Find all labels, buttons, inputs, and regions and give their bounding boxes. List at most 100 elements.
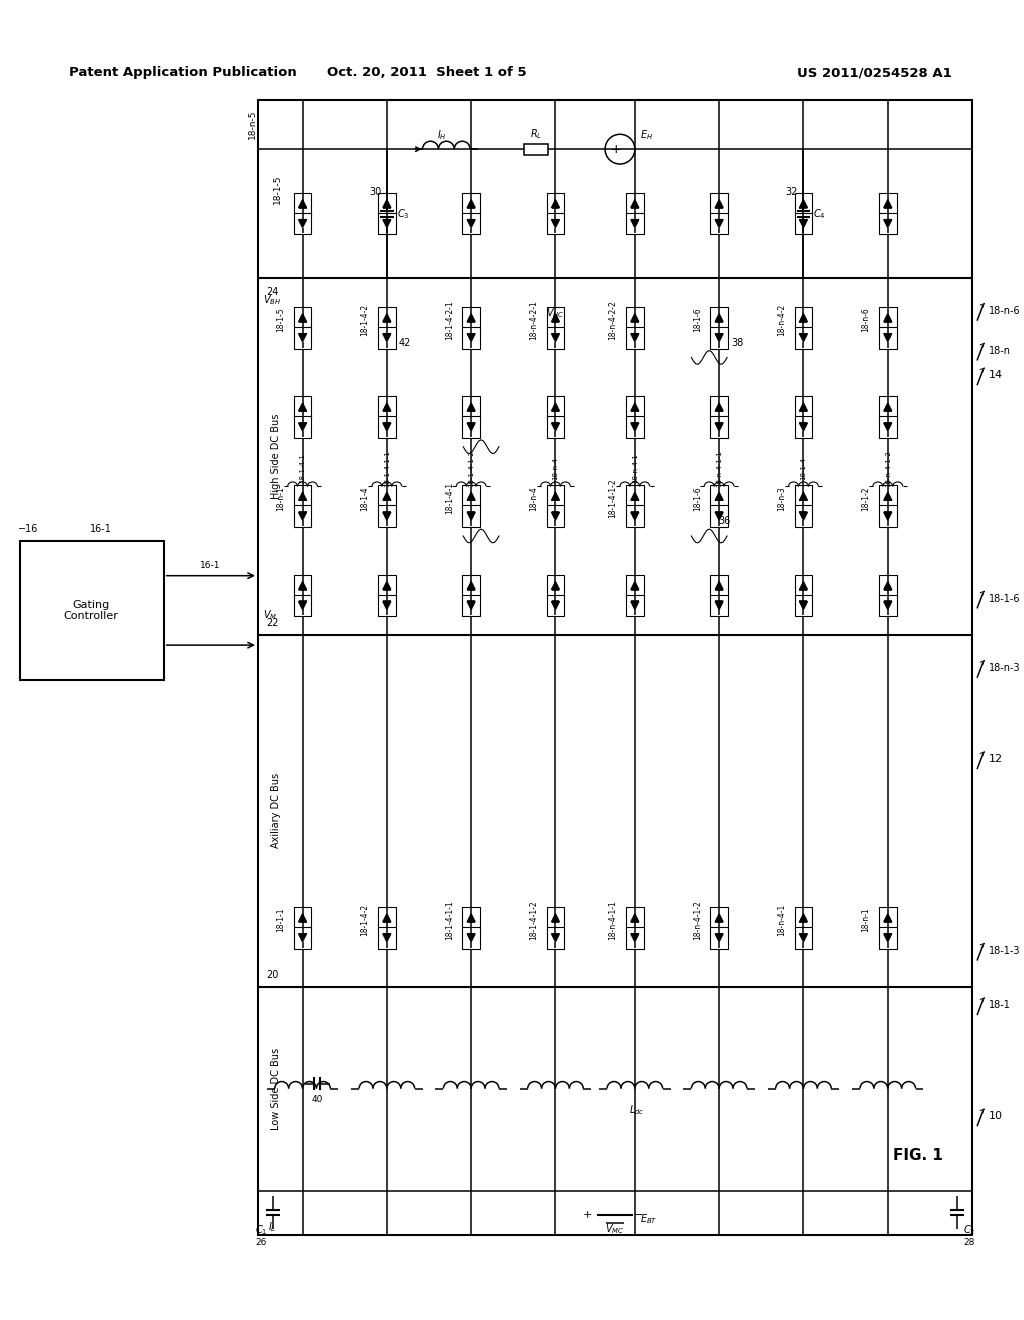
Polygon shape — [467, 913, 475, 921]
Bar — [626, 927, 644, 949]
Bar — [711, 927, 728, 949]
Text: 18-n-3: 18-n-3 — [989, 663, 1021, 673]
Bar — [626, 327, 644, 348]
Polygon shape — [299, 492, 306, 500]
Bar — [294, 927, 311, 949]
Polygon shape — [299, 403, 306, 411]
Polygon shape — [715, 582, 723, 590]
Bar — [294, 574, 311, 597]
Text: 18-1-1: 18-1-1 — [276, 908, 286, 932]
Polygon shape — [800, 582, 807, 590]
Polygon shape — [800, 602, 807, 610]
Text: 18-n-1: 18-n-1 — [861, 908, 870, 932]
Bar — [711, 327, 728, 348]
Bar — [19, 541, 164, 680]
Polygon shape — [715, 422, 723, 430]
Text: 18-1-4: 18-1-4 — [360, 486, 370, 511]
Polygon shape — [467, 492, 475, 500]
Bar — [378, 193, 395, 215]
Polygon shape — [884, 403, 892, 411]
Text: 18-n-4-2: 18-n-4-2 — [777, 304, 786, 335]
Polygon shape — [552, 199, 559, 207]
Bar — [462, 213, 480, 235]
Bar — [626, 416, 644, 438]
Polygon shape — [631, 422, 639, 430]
Bar — [294, 416, 311, 438]
Polygon shape — [467, 334, 475, 342]
Bar — [879, 193, 897, 215]
Bar — [547, 594, 564, 616]
Bar — [711, 396, 728, 418]
Bar — [795, 416, 812, 438]
Bar — [879, 594, 897, 616]
Polygon shape — [467, 933, 475, 941]
Bar — [462, 327, 480, 348]
Polygon shape — [552, 582, 559, 590]
Bar — [294, 907, 311, 929]
Bar — [626, 574, 644, 597]
Bar — [795, 506, 812, 527]
Bar — [547, 306, 564, 329]
Polygon shape — [715, 219, 723, 227]
Bar — [626, 506, 644, 527]
Bar — [879, 416, 897, 438]
Polygon shape — [800, 403, 807, 411]
Text: $C_3$: $C_3$ — [396, 207, 410, 220]
Polygon shape — [631, 199, 639, 207]
Text: 18-1-4-1-2: 18-1-4-1-2 — [529, 900, 539, 940]
Text: 26: 26 — [255, 1238, 266, 1247]
Bar — [294, 486, 311, 507]
Bar — [626, 396, 644, 418]
Polygon shape — [467, 582, 475, 590]
Polygon shape — [800, 492, 807, 500]
Polygon shape — [884, 219, 892, 227]
Polygon shape — [299, 314, 306, 322]
Polygon shape — [715, 913, 723, 921]
Polygon shape — [299, 913, 306, 921]
Polygon shape — [715, 512, 723, 520]
Text: 16-1: 16-1 — [200, 561, 220, 570]
Bar — [879, 486, 897, 507]
Polygon shape — [552, 492, 559, 500]
Polygon shape — [552, 219, 559, 227]
Polygon shape — [631, 512, 639, 520]
Text: $E_H$: $E_H$ — [640, 128, 653, 143]
Text: 18-n-4-1-2: 18-n-4-1-2 — [693, 900, 701, 940]
Polygon shape — [383, 492, 391, 500]
Polygon shape — [467, 199, 475, 207]
Text: 18-1-4-2-1: 18-1-4-2-1 — [444, 300, 454, 339]
Polygon shape — [884, 334, 892, 342]
Text: +: + — [583, 1210, 592, 1221]
Text: 36: 36 — [718, 516, 730, 527]
Polygon shape — [299, 933, 306, 941]
Bar — [378, 396, 395, 418]
Text: −: − — [634, 1210, 643, 1221]
Bar — [378, 327, 395, 348]
Polygon shape — [552, 422, 559, 430]
Text: 18-n-1: 18-n-1 — [276, 486, 286, 511]
Polygon shape — [299, 512, 306, 520]
Bar — [378, 927, 395, 949]
Bar — [626, 193, 644, 215]
Polygon shape — [631, 219, 639, 227]
Bar — [547, 213, 564, 235]
Polygon shape — [715, 403, 723, 411]
Polygon shape — [884, 602, 892, 610]
Text: 18-1-4-1-2: 18-1-4-1-2 — [468, 450, 474, 487]
Text: 24: 24 — [266, 286, 279, 297]
Polygon shape — [800, 199, 807, 207]
Text: 18-1-4-2: 18-1-4-2 — [360, 904, 370, 936]
Text: 18-n-4-2-1: 18-n-4-2-1 — [529, 300, 539, 339]
Text: US 2011/0254528 A1: US 2011/0254528 A1 — [798, 66, 952, 79]
Bar — [879, 306, 897, 329]
Text: 18-1-4-1: 18-1-4-1 — [444, 482, 454, 515]
Bar — [795, 327, 812, 348]
Polygon shape — [467, 422, 475, 430]
Polygon shape — [884, 492, 892, 500]
Polygon shape — [467, 314, 475, 322]
Text: 40: 40 — [311, 1094, 324, 1104]
Polygon shape — [800, 422, 807, 430]
Polygon shape — [552, 403, 559, 411]
Bar — [711, 907, 728, 929]
Bar — [626, 486, 644, 507]
